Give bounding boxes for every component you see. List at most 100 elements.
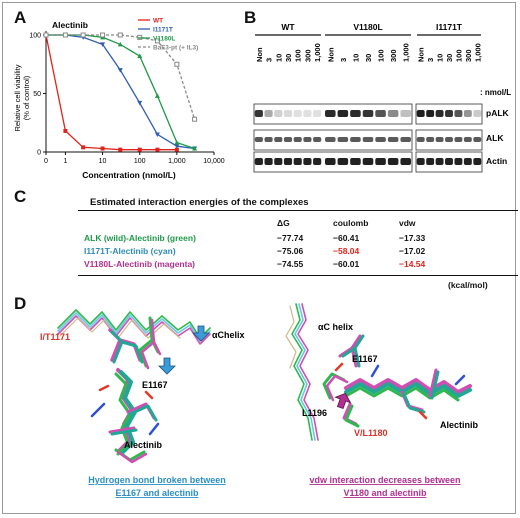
data-point xyxy=(174,144,180,149)
actin-band xyxy=(473,158,482,165)
alk-band xyxy=(254,137,263,142)
panel-letter-c: C xyxy=(14,187,27,206)
data-point xyxy=(192,116,198,122)
series-line xyxy=(46,34,196,120)
actin-band xyxy=(375,158,386,165)
data-point xyxy=(174,147,179,152)
blot-box xyxy=(415,103,483,125)
label-v-l1180: V/L1180 xyxy=(354,428,388,438)
alk-band xyxy=(313,137,322,142)
blot-lane-label: Non xyxy=(417,47,426,62)
data-point xyxy=(154,38,160,44)
label-e1167-left: E1167 xyxy=(142,380,168,390)
data-point xyxy=(80,32,86,38)
right-structure-render xyxy=(285,303,472,441)
panel-letter-a: A xyxy=(14,8,27,27)
palk-band xyxy=(293,110,302,117)
y-tick-label: 0 xyxy=(37,150,41,157)
blot-lane-label: 100 xyxy=(377,49,386,62)
label-achelix-right: αC helix xyxy=(318,322,353,332)
data-point xyxy=(63,128,68,133)
blot-group-headers: WT V1180L I1171T xyxy=(255,22,481,36)
data-point xyxy=(117,41,123,47)
data-point xyxy=(174,61,180,67)
blot-box xyxy=(253,151,413,173)
figure-frame xyxy=(2,2,516,514)
data-point xyxy=(155,147,160,152)
data-point xyxy=(117,68,123,73)
data-point xyxy=(62,32,68,38)
actin-band xyxy=(283,158,293,165)
palk-band xyxy=(362,110,374,117)
y-axis-label-2: (% of control) xyxy=(22,75,31,120)
right-caption-line1: vdw interaction decreases between xyxy=(309,475,460,485)
blot-lane-label: 10 xyxy=(436,54,445,62)
data-point xyxy=(117,32,123,38)
actin-band xyxy=(400,158,411,165)
alk-band xyxy=(435,137,444,142)
right-caption-line2: V1180 and alectinib xyxy=(343,488,427,498)
blot-lane-label: 30 xyxy=(284,54,293,62)
palk-band xyxy=(473,110,482,117)
data-point xyxy=(137,147,142,152)
x-tick-label: 1,000 xyxy=(168,158,186,165)
blot-lane-label: 3 xyxy=(426,58,435,62)
blot-row-label-actin: Actin xyxy=(486,156,507,166)
y-tick-label: 100 xyxy=(29,33,41,40)
label-e1167-right: E1167 xyxy=(352,354,378,364)
actin-band xyxy=(454,158,463,165)
data-point xyxy=(43,32,49,38)
label-achelix-left: αChelix xyxy=(212,330,245,340)
panel-letter-b: B xyxy=(244,8,257,27)
table-row: V1180L-Alectinib (magenta) −74.55 −60.01… xyxy=(80,258,453,271)
x-axis-label: Concentration (nmol/L) xyxy=(82,170,176,180)
western-blot: WT V1180L I1171T Non 3 10 30 100 300 1,000 Non 3 10… xyxy=(253,22,511,173)
palk-band xyxy=(274,110,283,117)
blot-lane-label: 3 xyxy=(339,58,348,62)
series-line xyxy=(46,34,195,150)
y-axis-label-1: Relative cell viability xyxy=(13,64,22,131)
label-i-t1171: I/T1171 xyxy=(40,332,70,342)
energy-unit: (kcal/mol) xyxy=(448,280,488,290)
blot-row-label-alk: ALK xyxy=(486,133,504,143)
palk-band xyxy=(435,110,444,117)
data-point xyxy=(100,32,106,38)
chart-legend: WT I1171T V1180L BaF3-pt (+ IL3) xyxy=(138,18,198,52)
blot-lane-label: 300 xyxy=(389,49,398,62)
cell-value-highlight: −14.54 xyxy=(399,259,426,269)
palk-band xyxy=(325,110,336,117)
alk-band xyxy=(274,137,283,142)
cell-value: −60.41 xyxy=(333,233,360,243)
blot-lane-label: 1,000 xyxy=(313,43,322,62)
actin-band xyxy=(445,158,453,165)
actin-band xyxy=(362,158,374,165)
data-point xyxy=(137,100,143,106)
actin-band xyxy=(293,158,302,165)
cell-value: −60.01 xyxy=(333,259,360,269)
palk-band xyxy=(350,110,361,117)
alk-band xyxy=(454,137,463,142)
palk-band xyxy=(375,110,386,117)
actin-band xyxy=(337,158,349,165)
blot-lane-label: 1,000 xyxy=(473,43,482,62)
actin-band xyxy=(254,158,263,165)
alk-band xyxy=(400,137,411,142)
alk-band xyxy=(463,137,472,142)
alk-band xyxy=(325,137,336,142)
palk-band xyxy=(264,110,273,117)
data-point xyxy=(118,147,123,152)
cell-value: −17.02 xyxy=(399,246,426,256)
actin-band xyxy=(350,158,361,165)
actin-band xyxy=(274,158,283,165)
cell-value: −75.06 xyxy=(277,246,304,256)
legend-entry: WT xyxy=(153,18,163,25)
legend-entry: BaF3-pt (+ IL3) xyxy=(153,45,198,52)
actin-band xyxy=(264,158,273,165)
y-tick-label: 50 xyxy=(33,91,41,98)
alk-band xyxy=(362,137,374,142)
palk-band xyxy=(463,110,472,117)
panel-letter-d: D xyxy=(14,294,27,313)
alk-band xyxy=(387,137,399,142)
blot-group-header: V1180L xyxy=(353,22,382,32)
alk-band xyxy=(350,137,361,142)
